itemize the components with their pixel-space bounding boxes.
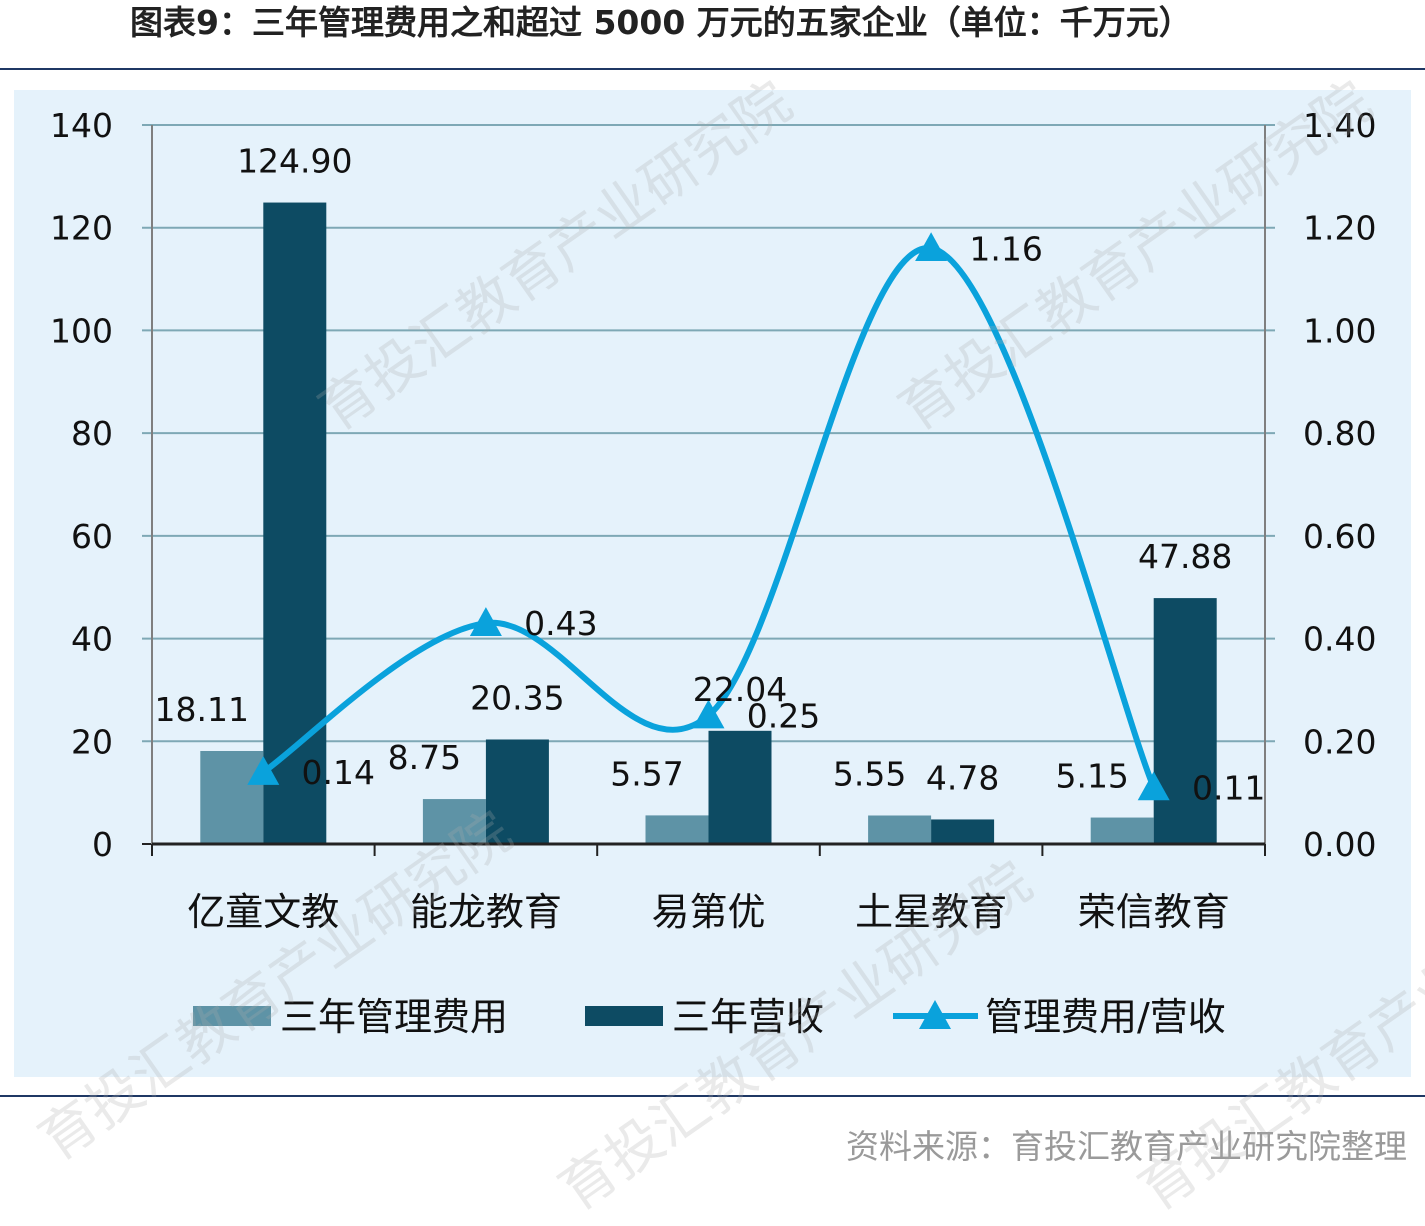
x-tick-label: 亿童文教 <box>187 890 339 934</box>
bar-management-fee <box>868 815 932 844</box>
chart-title: 图表9：三年管理费用之和超过 5000 万元的五家企业（单位：千万元） <box>130 3 1192 42</box>
plot-background <box>14 90 1411 1077</box>
ratio-marker <box>915 232 948 262</box>
bar-management-fee <box>422 799 486 844</box>
y-left-tick-label: 140 <box>50 106 113 145</box>
legend-label-revenue: 三年营收 <box>672 995 824 1039</box>
y-right-tick-label: 0.40 <box>1303 620 1376 659</box>
ratio-marker <box>1137 771 1170 801</box>
footer-rule <box>0 1095 1425 1097</box>
bar-revenue <box>1153 598 1217 844</box>
y-left-tick-label: 60 <box>71 517 113 556</box>
legend-label-management-fee: 三年管理费用 <box>280 995 508 1039</box>
bar-management-fee <box>200 750 264 844</box>
y-left-tick-label: 0 <box>92 825 113 864</box>
y-left-tick-label: 80 <box>71 414 113 453</box>
data-label-ratio: 0.25 <box>747 697 820 736</box>
data-label-revenue: 4.78 <box>926 758 999 797</box>
y-right-tick-label: 0.20 <box>1303 722 1376 761</box>
legend-marker-ratio <box>919 1000 951 1029</box>
y-left-tick-label: 40 <box>71 620 113 659</box>
y-left-tick-label: 100 <box>50 311 113 350</box>
data-label-management-fee: 5.55 <box>833 754 906 793</box>
data-label-ratio: 0.14 <box>302 753 375 792</box>
data-label-ratio: 0.11 <box>1192 769 1265 808</box>
data-label-ratio: 0.43 <box>524 604 597 643</box>
bar-revenue <box>485 739 549 844</box>
y-right-tick-label: 0.60 <box>1303 517 1376 556</box>
ratio-marker <box>692 699 725 729</box>
data-label-revenue: 47.88 <box>1138 537 1232 576</box>
bar-management-fee <box>1090 817 1154 844</box>
y-right-tick-label: 1.20 <box>1303 209 1376 248</box>
bar-management-fee <box>645 815 709 844</box>
data-label-management-fee: 18.11 <box>155 690 249 729</box>
data-label-revenue: 124.90 <box>237 142 352 181</box>
y-left-tick-label: 120 <box>50 209 113 248</box>
data-label-management-fee: 8.75 <box>388 738 461 777</box>
y-left-tick-label: 20 <box>71 722 113 761</box>
x-tick-label: 土星教育 <box>855 890 1007 934</box>
data-label-management-fee: 5.57 <box>610 754 683 793</box>
legend-label-ratio: 管理费用/营收 <box>985 995 1226 1039</box>
source-note: 资料来源：育投汇教育产业研究院整理 <box>846 1127 1407 1166</box>
ratio-line <box>261 245 1157 789</box>
legend-swatch-management-fee <box>193 1006 271 1026</box>
bar-revenue <box>263 202 327 844</box>
ratio-marker <box>469 607 502 636</box>
data-label-revenue: 20.35 <box>470 678 564 717</box>
y-right-tick-label: 0.80 <box>1303 414 1376 453</box>
y-right-tick-label: 1.40 <box>1303 106 1376 145</box>
y-right-tick-label: 1.00 <box>1303 311 1376 350</box>
y-right-tick-label: 0.00 <box>1303 825 1376 864</box>
data-label-revenue: 22.04 <box>693 670 787 709</box>
data-label-ratio: 1.16 <box>969 229 1042 268</box>
title-rule <box>0 68 1425 70</box>
ratio-marker <box>247 756 280 785</box>
x-tick-label: 能龙教育 <box>410 890 562 934</box>
bar-revenue <box>708 730 772 844</box>
bar-revenue <box>931 819 995 844</box>
data-label-management-fee: 5.15 <box>1055 757 1128 796</box>
x-tick-label: 易第优 <box>651 890 765 934</box>
legend-swatch-revenue <box>585 1006 663 1026</box>
x-tick-label: 荣信教育 <box>1078 890 1230 934</box>
chart: 0 20 40 60 80 100 120 140 0.00 0.20 0.40 0.60 0.80 1.… <box>14 90 1411 1077</box>
